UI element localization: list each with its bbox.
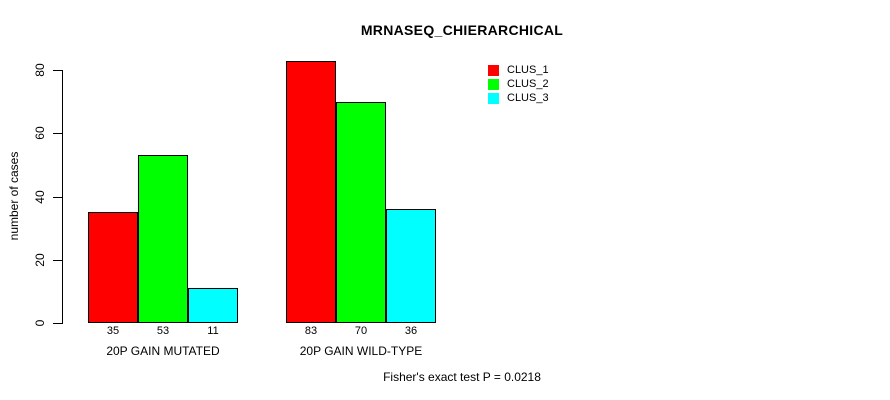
bar (188, 288, 238, 323)
legend: CLUS_1 CLUS_2 CLUS_3 (488, 63, 549, 105)
bar-value-label: 83 (304, 325, 318, 337)
y-axis-tick (53, 197, 62, 198)
y-axis-tick-label: 20 (33, 253, 47, 267)
bar (88, 212, 138, 323)
legend-swatch (488, 64, 499, 76)
y-axis-tick (53, 70, 62, 71)
bar-value-label: 36 (404, 325, 418, 337)
bar (386, 209, 436, 323)
y-axis-tick-label: 80 (33, 63, 47, 77)
y-axis-tick-label: 60 (33, 126, 47, 140)
category-label: 20P GAIN WILD-TYPE (299, 344, 423, 358)
legend-label: CLUS_2 (507, 77, 549, 90)
legend-swatch (488, 78, 499, 90)
y-axis-tick (53, 323, 62, 324)
y-axis-line (62, 70, 63, 324)
legend-label: CLUS_1 (507, 63, 549, 76)
y-axis-tick (53, 133, 62, 134)
bar (138, 155, 188, 323)
legend-item: CLUS_2 (488, 77, 549, 91)
legend-swatch (488, 92, 499, 104)
bar-value-label: 11 (207, 325, 219, 337)
legend-item: CLUS_1 (488, 63, 549, 77)
bar (286, 61, 336, 323)
y-axis-tick (53, 260, 62, 261)
bar-value-label: 35 (106, 325, 120, 337)
category-label: 20P GAIN MUTATED (106, 344, 220, 358)
bar-value-label: 53 (156, 325, 170, 337)
bar (336, 102, 386, 323)
footnote: Fisher's exact test P = 0.0218 (383, 370, 541, 384)
legend-item: CLUS_3 (488, 91, 549, 105)
y-axis-tick-label: 0 (33, 319, 47, 327)
bar-value-label: 70 (354, 325, 368, 337)
chart-title: MRNASEQ_CHIERARCHICAL (360, 22, 564, 38)
y-axis-tick-label: 40 (33, 190, 47, 204)
legend-label: CLUS_3 (507, 91, 549, 104)
